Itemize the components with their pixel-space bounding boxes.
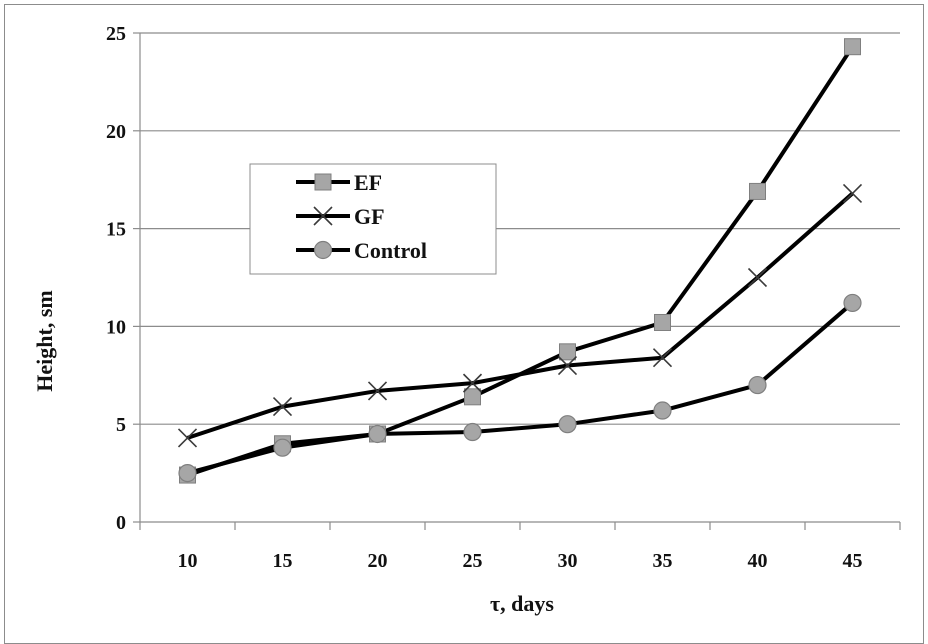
legend-label: EF [354,170,382,195]
legend: EF GF Control [249,163,497,275]
x-axis-title: τ, days [490,591,554,616]
y-tick-label: 15 [106,219,126,241]
legend-item-control: Control [296,238,427,263]
y-tick-label: 0 [116,512,126,534]
data-point-circle [558,415,577,434]
legend-label: GF [354,204,385,229]
x-tick-label: 20 [368,550,388,572]
x-tick-label: 10 [178,550,198,572]
x-tick-label: 25 [463,550,483,572]
y-tick-label: 10 [106,316,126,338]
data-point-square [654,313,671,331]
data-point-circle [368,424,387,444]
series-control [178,293,862,483]
data-point-square [464,388,481,406]
x-tick-label: 15 [273,550,293,572]
x-tick-labels: 10 15 20 25 30 35 40 45 [178,550,863,572]
legend-box [249,163,497,275]
legend-item-gf: GF [296,204,385,229]
data-point-x [367,381,388,401]
y-axis-title: Height, sm [32,290,57,391]
data-point-x [557,355,578,376]
series-gf [177,183,863,448]
data-point-circle [463,422,482,442]
data-point-circle [178,464,197,483]
series-group [177,38,863,484]
data-point-circle [748,375,767,395]
data-point-square [844,38,861,56]
y-tick-labels: 0 5 10 15 20 25 [106,23,126,534]
data-point-x [462,373,483,393]
data-point-square [559,343,576,361]
x-tick-label: 35 [653,550,673,572]
data-point-x [842,183,863,203]
axes [133,32,901,530]
y-tick-label: 5 [116,414,126,436]
data-point-circle [653,401,672,420]
data-point-x [747,267,768,288]
chart-frame [4,4,924,644]
legend-marker-x [313,206,333,226]
x-tick-label: 40 [748,550,768,572]
data-point-x [652,348,673,368]
data-point-circle [843,293,862,313]
data-point-x [272,397,293,417]
legend-item-ef: EF [296,170,382,195]
data-point-x [177,428,198,448]
y-tick-label: 20 [106,121,126,143]
x-tick-label: 45 [843,550,863,572]
legend-marker-circle [313,240,333,260]
data-point-square [749,182,766,200]
data-point-circle [273,438,292,457]
series-line [186,191,854,440]
legend-marker-square [314,173,332,191]
series-line [186,301,854,476]
y-tick-label: 25 [106,23,126,45]
legend-label: Control [354,238,427,263]
x-tick-label: 30 [558,550,578,572]
